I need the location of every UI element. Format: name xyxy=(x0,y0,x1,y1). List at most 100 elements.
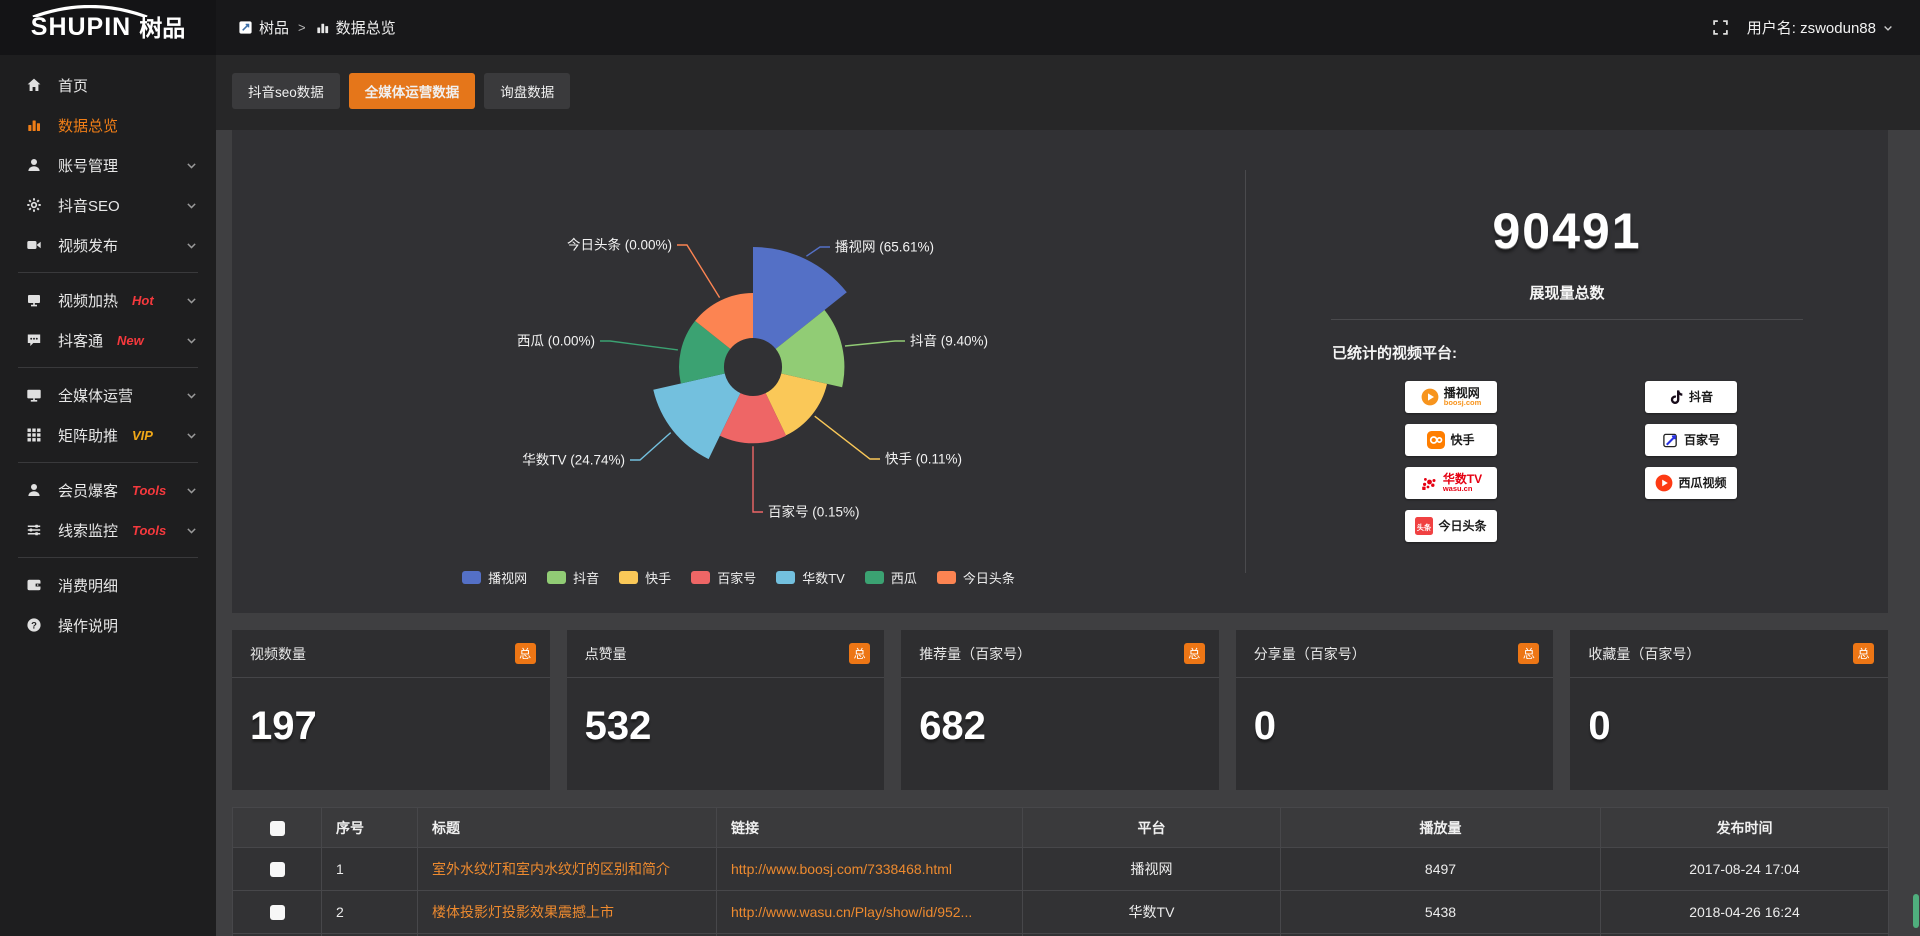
legend-item-抖音[interactable]: 抖音 xyxy=(547,568,599,587)
sidebar-item-会员爆客[interactable]: 会员爆客 Tools xyxy=(0,470,216,510)
cell-title[interactable]: 楼体投影灯投影效果震撼上市 xyxy=(417,890,717,934)
sidebar-item-操作说明[interactable]: ? 操作说明 xyxy=(0,605,216,645)
sidebar-item-视频加热[interactable]: 视频加热 Hot xyxy=(0,280,216,320)
pie-slice-抖音[interactable] xyxy=(775,310,845,388)
scrollbar-thumb[interactable] xyxy=(1913,894,1919,928)
sidebar-badge-Hot: Hot xyxy=(132,292,154,308)
sidebar-item-label: 数据总览 xyxy=(58,117,119,135)
sidebar-item-视频发布[interactable]: 视频发布 xyxy=(0,225,216,265)
platform-badge-抖音[interactable]: 抖音 xyxy=(1645,381,1737,413)
sidebar-item-label: 视频加热 xyxy=(58,292,119,310)
sliders-icon xyxy=(26,522,44,538)
pie-slice-华数TV[interactable] xyxy=(653,373,741,460)
breadcrumb-current[interactable]: 数据总览 xyxy=(315,17,396,38)
pie-slice-播视网[interactable] xyxy=(753,247,847,349)
platform-badge-百家号[interactable]: 百家号 xyxy=(1645,424,1737,456)
sidebar-item-线索监控[interactable]: 线索监控 Tools xyxy=(0,510,216,550)
cell-platform: 华数TV xyxy=(1022,890,1281,934)
sidebar-item-数据总览[interactable]: 数据总览 xyxy=(0,105,216,145)
pie-label-line-西瓜 xyxy=(600,340,678,351)
sidebar-item-抖客通[interactable]: 抖客通 New xyxy=(0,320,216,360)
boosj-logo-icon xyxy=(1421,388,1439,406)
sidebar-item-首页[interactable]: 首页 xyxy=(0,65,216,105)
legend-label: 播视网 xyxy=(488,571,528,586)
breadcrumb-root[interactable]: 树品 xyxy=(238,17,289,38)
user-icon xyxy=(26,157,44,173)
pie-slice-今日头条[interactable] xyxy=(695,293,753,349)
sidebar-item-消费明细[interactable]: 消费明细 xyxy=(0,565,216,605)
row-checkbox[interactable] xyxy=(269,862,285,878)
chart-legend: 播视网 抖音 快手 百家号 华数TV 西瓜 今日头条 xyxy=(232,568,1245,587)
stat-card-value: 0 xyxy=(1253,704,1277,748)
cell-platform: 播视网 xyxy=(1022,847,1281,891)
cell-link[interactable]: http://www.wasu.cn/Play/show/id/952... xyxy=(716,890,1023,934)
platform-badge-西瓜视频[interactable]: 西瓜视频 xyxy=(1645,467,1737,499)
cell-time: 2018-04-26 16:24 xyxy=(1600,890,1889,934)
platform-share-chart[interactable]: 播视网 (65.61%) 抖音 (9.40%) 快手 (0.11%) 百家号 (0.1… xyxy=(232,130,1245,613)
chevron-down-icon xyxy=(1882,22,1894,34)
legend-item-西瓜[interactable]: 西瓜 xyxy=(864,568,917,587)
row-checkbox[interactable] xyxy=(269,905,285,921)
sidebar-divider xyxy=(18,557,198,558)
platform-badge-华数TV[interactable]: 华数TV wasu.cn xyxy=(1405,467,1497,499)
legend-swatch xyxy=(619,571,639,584)
legend-label: 今日头条 xyxy=(962,571,1015,586)
legend-swatch xyxy=(691,571,711,584)
username-label: 用户名: zswodun88 xyxy=(1746,20,1876,37)
app-logo[interactable]: SHUPIN 树品 xyxy=(0,0,216,55)
legend-swatch xyxy=(864,571,884,584)
wallet-icon xyxy=(26,577,44,593)
sidebar-item-全媒体运营[interactable]: 全媒体运营 xyxy=(0,375,216,415)
platform-badge-快手[interactable]: 快手 xyxy=(1405,424,1497,456)
legend-item-华数TV[interactable]: 华数TV xyxy=(776,568,845,587)
select-all-checkbox[interactable] xyxy=(269,820,285,836)
stat-card-title: 视频数量 xyxy=(250,645,306,662)
col-header-链接: 链接 xyxy=(716,807,1023,848)
sidebar-item-账号管理[interactable]: 账号管理 xyxy=(0,145,216,185)
chevron-down-icon xyxy=(185,334,198,347)
total-badge[interactable]: 总 xyxy=(1518,643,1540,664)
col-header-标题: 标题 xyxy=(417,807,717,848)
user-menu[interactable]: 用户名: zswodun88 xyxy=(1747,17,1894,38)
stat-card-value: 197 xyxy=(250,704,317,748)
legend-item-百家号[interactable]: 百家号 xyxy=(691,568,756,587)
total-badge[interactable]: 总 xyxy=(1183,643,1205,664)
sidebar-item-label: 视频发布 xyxy=(58,237,119,255)
table-row-partial xyxy=(232,933,1889,936)
legend-item-快手[interactable]: 快手 xyxy=(619,568,671,587)
total-badge[interactable]: 总 xyxy=(849,643,871,664)
legend-label: 华数TV xyxy=(802,571,845,586)
cell-link[interactable]: http://www.boosj.com/7338468.html xyxy=(716,847,1023,891)
legend-item-播视网[interactable]: 播视网 xyxy=(462,568,527,587)
stat-card-value: 682 xyxy=(919,704,986,748)
sidebar-item-抖音SEO[interactable]: 抖音SEO xyxy=(0,185,216,225)
sidebar-item-矩阵助推[interactable]: 矩阵助推 VIP xyxy=(0,415,216,455)
total-badge[interactable]: 总 xyxy=(1852,643,1874,664)
platform-badge-今日头条[interactable]: 头条 今日头条 xyxy=(1405,510,1497,542)
sidebar-item-label: 首页 xyxy=(58,77,89,95)
sidebar-item-label: 操作说明 xyxy=(58,617,119,635)
pie-slice-西瓜[interactable] xyxy=(679,320,731,384)
cell-title[interactable]: 室外水纹灯和室内水纹灯的区别和简介 xyxy=(417,847,717,891)
pie-label-今日头条: 今日头条 (0.00%) xyxy=(567,237,672,253)
pie-slice-百家号[interactable] xyxy=(719,393,787,444)
tab-全媒体运营数据[interactable]: 全媒体运营数据 xyxy=(348,73,476,109)
toutiao-logo-icon: 头条 xyxy=(1415,517,1434,535)
pie-label-西瓜: 西瓜 (0.00%) xyxy=(517,334,595,349)
legend-swatch xyxy=(936,571,956,584)
kuaishou-logo-icon xyxy=(1427,431,1446,449)
tab-抖音seo数据[interactable]: 抖音seo数据 xyxy=(232,73,340,109)
col-header-发布时间: 发布时间 xyxy=(1600,807,1889,848)
logo-text-cn: 树品 xyxy=(139,14,186,41)
wasu-logo-icon xyxy=(1420,474,1438,492)
fullscreen-icon[interactable] xyxy=(1712,19,1729,36)
stat-card-收藏量（百家号）: 收藏量（百家号） 总 0 xyxy=(1570,630,1888,790)
total-badge[interactable]: 总 xyxy=(514,643,536,664)
tab-询盘数据[interactable]: 询盘数据 xyxy=(484,73,571,109)
legend-item-今日头条[interactable]: 今日头条 xyxy=(936,568,1015,587)
chevron-down-icon xyxy=(185,429,198,442)
platform-badge-播视网[interactable]: 播视网 boosj.com xyxy=(1405,381,1497,413)
stat-card-header: 推荐量（百家号） 总 xyxy=(901,630,1219,678)
pie-slice-快手[interactable] xyxy=(765,373,827,436)
pie-label-华数TV: 华数TV (24.74%) xyxy=(522,453,625,468)
